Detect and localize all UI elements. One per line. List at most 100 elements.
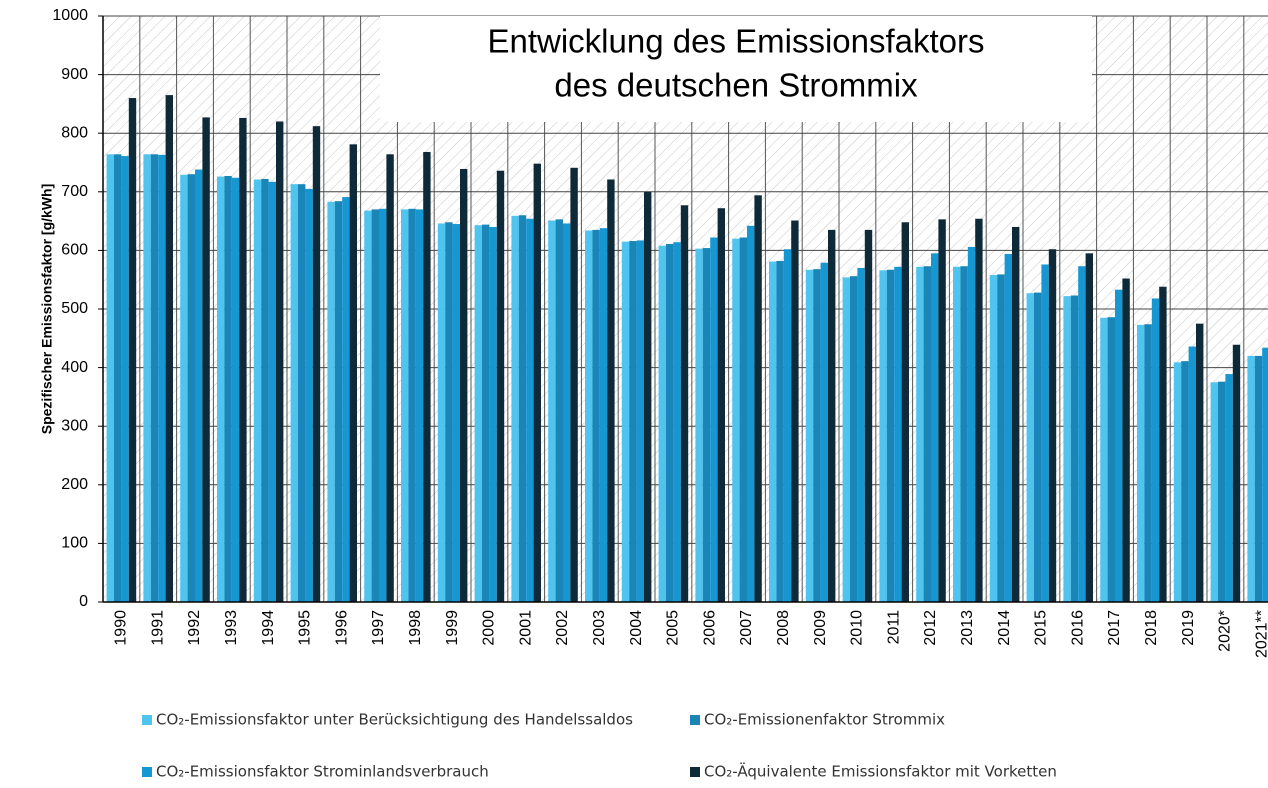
- bar: [143, 154, 151, 602]
- bar: [769, 261, 777, 602]
- bar: [1012, 226, 1020, 602]
- legend-label: CO₂-Emissionsfaktor Strominlandsverbrauc…: [156, 763, 489, 781]
- y-tick-label: 200: [61, 476, 88, 493]
- x-tick-label: 2011: [885, 610, 902, 645]
- bar: [857, 267, 865, 602]
- bar: [1188, 346, 1196, 602]
- bar: [1151, 298, 1160, 602]
- bar: [195, 169, 203, 603]
- x-tick-label: 2013: [959, 610, 976, 646]
- y-tick-label: 600: [61, 242, 88, 259]
- bar: [180, 174, 188, 602]
- bar: [916, 266, 924, 602]
- bar: [1034, 292, 1042, 602]
- bar: [901, 222, 909, 602]
- x-tick-label: 2004: [628, 610, 645, 646]
- x-tick-label: 2005: [665, 610, 682, 646]
- x-tick-label: 2010: [849, 610, 866, 646]
- bar: [1122, 278, 1130, 602]
- bar: [1262, 347, 1268, 602]
- x-tick-label: 2020*: [1217, 610, 1234, 652]
- bar: [960, 266, 968, 602]
- bar: [128, 98, 137, 602]
- bar: [1144, 324, 1152, 602]
- bar: [629, 241, 637, 603]
- bar: [666, 243, 674, 603]
- bar: [1254, 355, 1263, 602]
- bar: [253, 179, 262, 602]
- y-tick-label: 300: [61, 417, 88, 434]
- y-tick-label: 400: [61, 359, 88, 376]
- bar: [1115, 289, 1123, 602]
- bar: [931, 253, 939, 602]
- bar: [334, 201, 343, 602]
- bar: [1247, 355, 1255, 602]
- bar: [202, 117, 210, 603]
- y-tick-label: 0: [79, 593, 88, 610]
- bar: [842, 277, 850, 602]
- bar: [1048, 249, 1057, 602]
- bar: [989, 275, 998, 602]
- bar: [938, 219, 946, 603]
- bar: [923, 266, 931, 602]
- x-tick-label: 2008: [775, 610, 792, 646]
- bar: [805, 269, 814, 602]
- bar: [231, 177, 240, 602]
- bar: [298, 184, 306, 602]
- bar: [423, 151, 431, 602]
- bar: [754, 195, 762, 603]
- bar: [349, 144, 357, 603]
- bar: [1232, 344, 1241, 602]
- bar: [386, 154, 394, 602]
- bar: [268, 181, 276, 602]
- bar: [106, 154, 114, 602]
- bar: [511, 215, 519, 603]
- bar: [791, 220, 799, 602]
- bar: [408, 208, 416, 602]
- bar: [732, 238, 740, 602]
- bar: [1137, 324, 1145, 602]
- y-tick-label: 1000: [52, 7, 88, 24]
- legend-swatch: [690, 767, 700, 777]
- bar: [563, 223, 571, 602]
- bar: [290, 184, 298, 602]
- y-tick-label: 800: [61, 124, 88, 141]
- bar: [276, 121, 284, 602]
- bar: [261, 178, 269, 602]
- bar: [379, 208, 387, 602]
- x-tick-label: 2012: [922, 610, 939, 646]
- bar: [1026, 293, 1034, 602]
- x-tick-label: 2018: [1143, 610, 1160, 646]
- legend-label: CO₂-Emissionenfaktor Strommix: [704, 711, 945, 729]
- bar: [460, 168, 468, 603]
- bar: [224, 175, 232, 602]
- legend-swatch: [142, 715, 152, 725]
- y-axis-label: Spezifischer Emissionsfaktor [g/kWh]: [39, 184, 55, 435]
- bar: [415, 209, 424, 602]
- bar: [496, 170, 505, 603]
- x-tick-label: 2001: [517, 610, 534, 646]
- bar: [828, 229, 836, 602]
- x-tick-label: 2019: [1180, 610, 1197, 646]
- bar: [1196, 323, 1204, 602]
- bar: [592, 229, 600, 602]
- bar: [187, 174, 195, 602]
- x-tick-label: 2003: [591, 610, 608, 646]
- x-tick-label: 1994: [260, 610, 277, 646]
- bar: [1107, 317, 1115, 602]
- bar: [1181, 361, 1189, 602]
- bar: [474, 225, 482, 602]
- y-tick-label: 500: [61, 300, 88, 317]
- bar: [1063, 296, 1071, 602]
- bar: [482, 224, 490, 602]
- bar: [121, 156, 129, 602]
- bar: [997, 274, 1005, 602]
- bar: [1085, 253, 1093, 602]
- bar: [1159, 286, 1167, 602]
- bar: [1218, 381, 1226, 602]
- bar: [1210, 382, 1218, 602]
- x-tick-label: 1991: [149, 610, 166, 646]
- x-tick-label: 2014: [996, 610, 1013, 646]
- x-tick-label: 1990: [113, 610, 130, 646]
